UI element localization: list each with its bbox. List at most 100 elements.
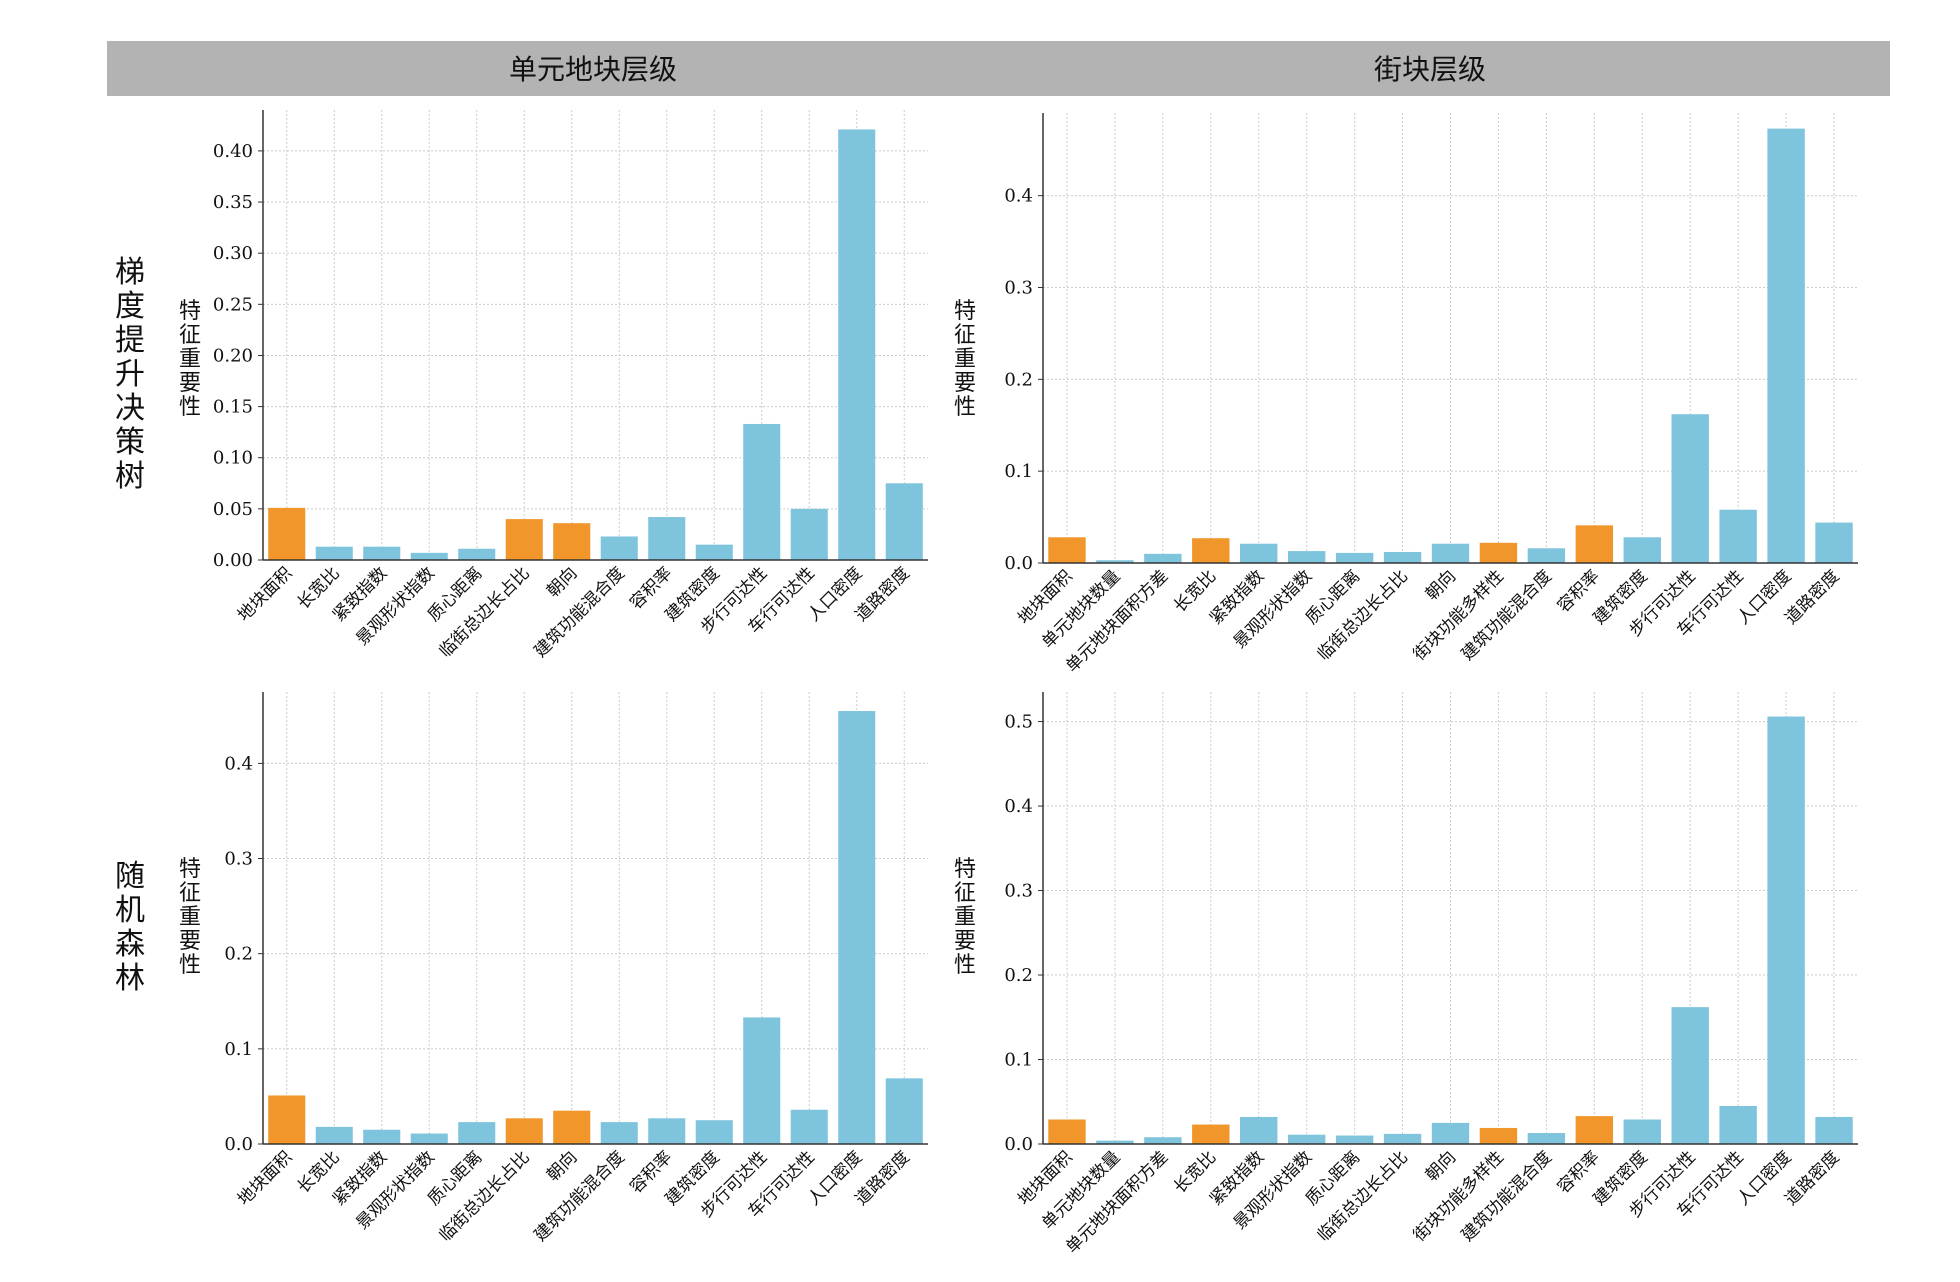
bar bbox=[458, 548, 496, 560]
bar bbox=[1671, 414, 1709, 563]
x-tick-label: 朝向 bbox=[543, 563, 581, 601]
y-tick-label: 0.1 bbox=[224, 1039, 253, 1060]
y-tick-label: 0.3 bbox=[1004, 881, 1033, 902]
y-tick-label: 0.0 bbox=[224, 1134, 253, 1155]
bar bbox=[1719, 509, 1757, 563]
y-tick-label: 0.2 bbox=[1004, 369, 1033, 390]
bar bbox=[648, 1118, 686, 1144]
y-tick-label: 0.1 bbox=[1004, 1050, 1033, 1071]
bar bbox=[553, 523, 591, 560]
y-axis-label: 特征重要性 bbox=[953, 857, 976, 978]
bar bbox=[1240, 543, 1278, 563]
bar bbox=[1575, 1116, 1614, 1144]
bar bbox=[268, 1095, 306, 1144]
bar-chart-gbdt-parcel: 0.00 0.05 0.10 0.15 0.20 0.25 0.30 0.35 0.40 地块面积… bbox=[213, 110, 928, 662]
bar bbox=[743, 423, 781, 560]
bar bbox=[1287, 1134, 1326, 1144]
y-tick-label: 0.2 bbox=[224, 944, 253, 965]
bar bbox=[1048, 1119, 1086, 1144]
bar bbox=[315, 546, 353, 560]
bar bbox=[1527, 548, 1566, 563]
bar bbox=[1383, 1133, 1422, 1144]
bar bbox=[600, 536, 638, 560]
y-tick-label: 0.1 bbox=[1004, 461, 1033, 482]
bar bbox=[695, 1120, 733, 1144]
bar bbox=[1048, 537, 1086, 563]
y-tick-label: 0.3 bbox=[1004, 277, 1033, 298]
bar bbox=[1240, 1116, 1278, 1144]
bar bbox=[1623, 1119, 1661, 1144]
bar-chart-gbdt-block: 0.00.10.20.30.4地块面积单元地块数量单元地块面积方差长宽比紧致指数… bbox=[1004, 113, 1858, 677]
y-axis-label: 特征重要性 bbox=[178, 857, 201, 978]
y-axis-label: 特征重要性 bbox=[178, 299, 201, 420]
bar bbox=[1144, 553, 1182, 563]
y-tick-label: 0.4 bbox=[1004, 186, 1033, 207]
bar bbox=[885, 483, 923, 560]
x-tick-label: 朝向 bbox=[1422, 566, 1460, 604]
y-tick-label: 0.0 bbox=[1004, 553, 1033, 574]
bar bbox=[1767, 716, 1805, 1144]
y-tick-label: 0.5 bbox=[1004, 712, 1033, 733]
x-tick-label: 地块面积 bbox=[234, 1147, 296, 1209]
bar bbox=[1192, 538, 1230, 563]
bar bbox=[1431, 1122, 1470, 1144]
y-axis-label: 特征重要性 bbox=[953, 299, 976, 420]
x-tick-label: 地块面积 bbox=[234, 563, 296, 625]
bar bbox=[648, 517, 686, 560]
y-tick-label: 0.20 bbox=[213, 345, 253, 366]
x-tick-label: 朝向 bbox=[1422, 1147, 1460, 1185]
bar bbox=[790, 1109, 828, 1144]
y-tick-label: 0.15 bbox=[213, 397, 253, 418]
bar bbox=[1287, 551, 1326, 563]
bar bbox=[600, 1122, 638, 1144]
bar bbox=[1431, 543, 1470, 563]
y-tick-label: 0.0 bbox=[1004, 1134, 1033, 1155]
bar-chart-rf-block: 0.00.10.20.30.40.5地块面积单元地块数量单元地块面积方差长宽比紧… bbox=[1004, 692, 1858, 1258]
y-tick-label: 0.25 bbox=[213, 294, 253, 315]
bar bbox=[1671, 1007, 1709, 1144]
bar bbox=[1096, 560, 1134, 563]
bar bbox=[1767, 128, 1805, 563]
column-header-bar bbox=[107, 41, 1890, 96]
bar bbox=[505, 1118, 543, 1144]
bar bbox=[1815, 522, 1853, 563]
bar bbox=[363, 546, 401, 560]
bar bbox=[1335, 552, 1374, 563]
bar bbox=[1383, 551, 1422, 563]
y-tick-label: 0.4 bbox=[1004, 796, 1033, 817]
bar bbox=[838, 129, 876, 560]
y-tick-label: 0.10 bbox=[213, 448, 253, 469]
y-tick-label: 0.30 bbox=[213, 243, 253, 264]
bar bbox=[553, 1110, 591, 1144]
y-tick-label: 0.40 bbox=[213, 141, 253, 162]
y-tick-label: 0.00 bbox=[213, 550, 253, 571]
bar bbox=[458, 1122, 496, 1144]
bar bbox=[410, 1133, 448, 1144]
y-tick-label: 0.4 bbox=[224, 753, 253, 774]
bar bbox=[410, 552, 448, 560]
bar bbox=[315, 1126, 353, 1144]
bar bbox=[1623, 537, 1661, 563]
bar bbox=[743, 1017, 781, 1144]
column-title-parcel-level: 单元地块层级 bbox=[508, 53, 677, 86]
bar bbox=[1575, 525, 1614, 563]
row-title-gbdt: 梯度提升决策树 bbox=[115, 255, 145, 494]
y-tick-label: 0.05 bbox=[213, 499, 253, 520]
x-tick-label: 朝向 bbox=[543, 1147, 581, 1185]
bar bbox=[1719, 1105, 1757, 1144]
column-title-block-level: 街块层级 bbox=[1373, 53, 1486, 86]
bar bbox=[1479, 542, 1518, 563]
bar bbox=[1144, 1137, 1182, 1144]
y-tick-label: 0.3 bbox=[224, 849, 253, 870]
bar-chart-rf-parcel: 0.00.10.20.30.4地块面积长宽比紧致指数景观形状指数质心距离临街总边… bbox=[224, 692, 928, 1246]
bar bbox=[1335, 1135, 1374, 1144]
y-tick-label: 0.2 bbox=[1004, 965, 1033, 986]
bar bbox=[1527, 1133, 1566, 1144]
bar bbox=[363, 1129, 401, 1144]
bar bbox=[505, 519, 543, 560]
row-title-random-forest: 随机森林 bbox=[115, 859, 145, 996]
y-tick-label: 0.35 bbox=[213, 192, 253, 213]
bar bbox=[1192, 1124, 1230, 1144]
bar bbox=[1815, 1116, 1853, 1144]
bar bbox=[268, 507, 306, 560]
